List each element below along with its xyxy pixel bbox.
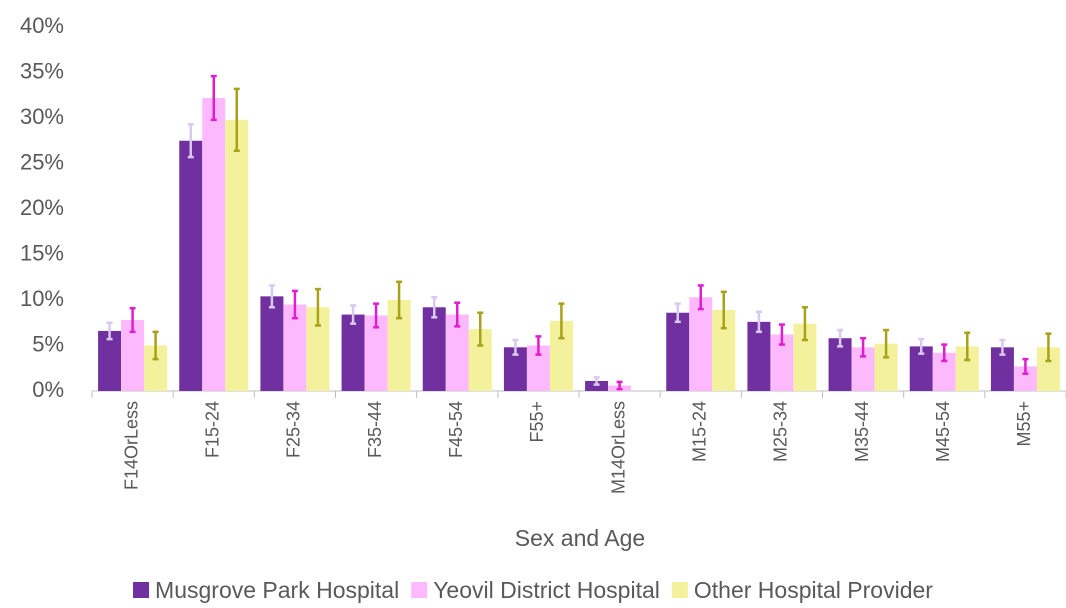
bar	[144, 345, 168, 391]
bar	[909, 346, 933, 391]
x-tick-label: F15-24	[203, 401, 223, 458]
bar	[306, 307, 330, 391]
bar	[549, 320, 573, 391]
error-bar	[999, 338, 1006, 356]
bar	[770, 334, 794, 391]
y-tick-label: 10%	[20, 286, 64, 311]
error-bar	[755, 310, 762, 334]
y-tick-label: 40%	[20, 13, 64, 38]
error-bar	[593, 376, 600, 386]
error-bar	[268, 284, 275, 309]
legend-swatch	[133, 582, 150, 598]
bar	[851, 347, 875, 391]
error-bar	[106, 321, 113, 341]
x-tick-label: F14OrLess	[121, 401, 141, 490]
error-bar	[431, 296, 438, 319]
error-bar	[674, 302, 681, 324]
bar	[747, 321, 771, 391]
bar	[387, 300, 411, 391]
bar	[955, 346, 979, 391]
x-tick-label: F35-44	[365, 401, 385, 458]
error-bar	[941, 343, 948, 363]
x-tick-label: F55+	[527, 401, 547, 443]
error-bar	[535, 335, 542, 356]
bar	[712, 310, 736, 391]
x-tick-label: F45-54	[446, 401, 466, 458]
y-tick-label: 30%	[20, 104, 64, 129]
bar	[874, 343, 898, 391]
y-tick-label: 5%	[32, 331, 64, 356]
bar	[1036, 347, 1060, 391]
error-bar	[314, 287, 321, 327]
bar	[364, 315, 388, 391]
error-bar	[616, 380, 623, 391]
legend-label: Yeovil District Hospital	[433, 577, 660, 603]
x-tick-label: M15-24	[690, 401, 710, 462]
error-bar	[1022, 357, 1029, 375]
bar	[828, 338, 852, 391]
error-bar	[396, 280, 403, 320]
bar	[468, 329, 492, 391]
error-bar	[1045, 332, 1052, 363]
bar	[179, 140, 203, 391]
error-bar	[291, 289, 298, 320]
bar	[503, 347, 527, 391]
error-bar	[964, 331, 971, 362]
error-bar	[373, 302, 380, 329]
error-bar	[233, 87, 240, 153]
error-bar	[512, 338, 519, 356]
bar	[283, 304, 307, 391]
bar	[990, 347, 1014, 391]
y-tick-label: 20%	[20, 195, 64, 220]
error-bar	[477, 311, 484, 347]
bar	[793, 323, 817, 391]
legend-label: Other Hospital Provider	[694, 577, 933, 603]
error-bar	[720, 290, 727, 330]
x-tick-label: M25-34	[771, 401, 791, 462]
legend-swatch	[671, 582, 688, 598]
error-bar	[918, 337, 925, 355]
error-bar	[860, 336, 867, 358]
error-bar	[129, 306, 136, 334]
y-tick-label: 35%	[20, 58, 64, 83]
bar	[121, 320, 145, 391]
bar	[932, 352, 956, 391]
bar	[689, 297, 713, 391]
error-bar	[454, 301, 461, 328]
x-tick-label: M45-54	[933, 401, 953, 462]
error-bar	[697, 284, 704, 311]
bar	[341, 314, 365, 391]
x-tick-label: M35-44	[852, 401, 872, 462]
bar	[260, 296, 284, 391]
bar	[1013, 366, 1037, 391]
error-bar	[210, 74, 217, 122]
error-bar	[558, 302, 565, 340]
y-tick-label: 0%	[32, 377, 64, 402]
bar	[445, 314, 469, 391]
y-tick-label: 25%	[20, 149, 64, 174]
error-bar	[801, 306, 808, 342]
error-bar	[187, 123, 194, 159]
bar	[526, 345, 550, 391]
bar	[585, 380, 609, 391]
bar	[666, 312, 690, 391]
x-tick-label: F25-34	[284, 401, 304, 458]
bar	[98, 330, 122, 391]
y-tick-label: 15%	[20, 240, 64, 265]
bar	[202, 97, 226, 391]
error-bar	[778, 323, 785, 346]
legend-swatch	[411, 582, 428, 598]
error-bar	[350, 304, 357, 325]
error-bar	[883, 328, 890, 359]
legend-label: Musgrove Park Hospital	[155, 577, 399, 603]
x-axis-title: Sex and Age	[515, 525, 645, 551]
error-bar	[152, 330, 159, 361]
bar	[225, 119, 249, 391]
x-tick-label: M14OrLess	[608, 401, 628, 494]
bar	[422, 307, 446, 391]
x-tick-label: M55+	[1014, 401, 1034, 447]
error-bar	[837, 328, 844, 348]
